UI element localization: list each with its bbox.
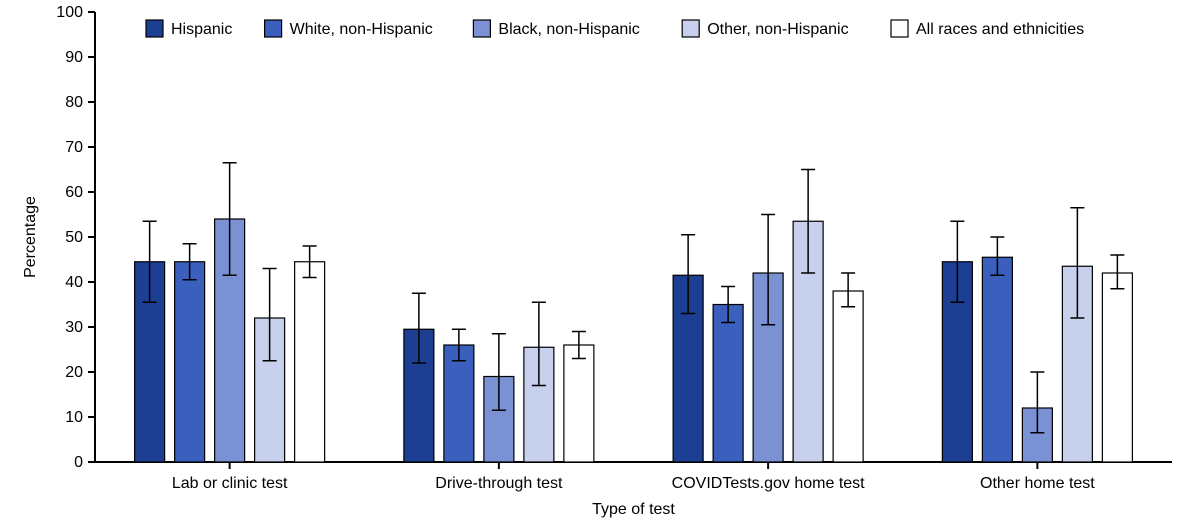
y-tick-label: 80 bbox=[65, 94, 83, 111]
legend-label: Other, non-Hispanic bbox=[707, 21, 848, 38]
bar bbox=[1102, 273, 1132, 462]
y-tick-label: 30 bbox=[65, 319, 83, 336]
legend-swatch bbox=[265, 20, 282, 37]
y-tick-label: 100 bbox=[56, 4, 83, 21]
bar bbox=[295, 262, 325, 462]
x-tick-label: Drive-through test bbox=[435, 475, 563, 492]
y-tick-label: 10 bbox=[65, 409, 83, 426]
y-tick-label: 0 bbox=[74, 454, 83, 471]
bar-chart: 0 10 20 30 40 50 60 70 80 90 100 Percentage Lab or c… bbox=[0, 0, 1200, 527]
bar bbox=[713, 305, 743, 463]
y-axis-title: Percentage bbox=[22, 196, 39, 278]
legend-swatch bbox=[473, 20, 490, 37]
legend-swatch bbox=[146, 20, 163, 37]
bar bbox=[982, 257, 1012, 462]
chart-container: 0 10 20 30 40 50 60 70 80 90 100 Percentage Lab or c… bbox=[0, 0, 1200, 527]
y-tick-label: 70 bbox=[65, 139, 83, 156]
x-tick-label: Lab or clinic test bbox=[172, 475, 288, 492]
bar bbox=[833, 291, 863, 462]
x-axis-title: Type of test bbox=[592, 501, 675, 518]
legend-label: All races and ethnicities bbox=[916, 21, 1084, 38]
bar bbox=[564, 345, 594, 462]
bar bbox=[175, 262, 205, 462]
legend-swatch bbox=[891, 20, 908, 37]
y-tick-label: 90 bbox=[65, 49, 83, 66]
y-tick-label: 50 bbox=[65, 229, 83, 246]
legend-swatch bbox=[682, 20, 699, 37]
y-tick-label: 40 bbox=[65, 274, 83, 291]
x-tick-label: Other home test bbox=[980, 475, 1095, 492]
legend-label: Hispanic bbox=[171, 21, 232, 38]
legend-label: Black, non-Hispanic bbox=[498, 21, 639, 38]
y-tick-label: 20 bbox=[65, 364, 83, 381]
bar bbox=[444, 345, 474, 462]
x-tick-label: COVIDTests.gov home test bbox=[672, 475, 866, 492]
legend-label: White, non-Hispanic bbox=[290, 21, 433, 38]
y-tick-label: 60 bbox=[65, 184, 83, 201]
